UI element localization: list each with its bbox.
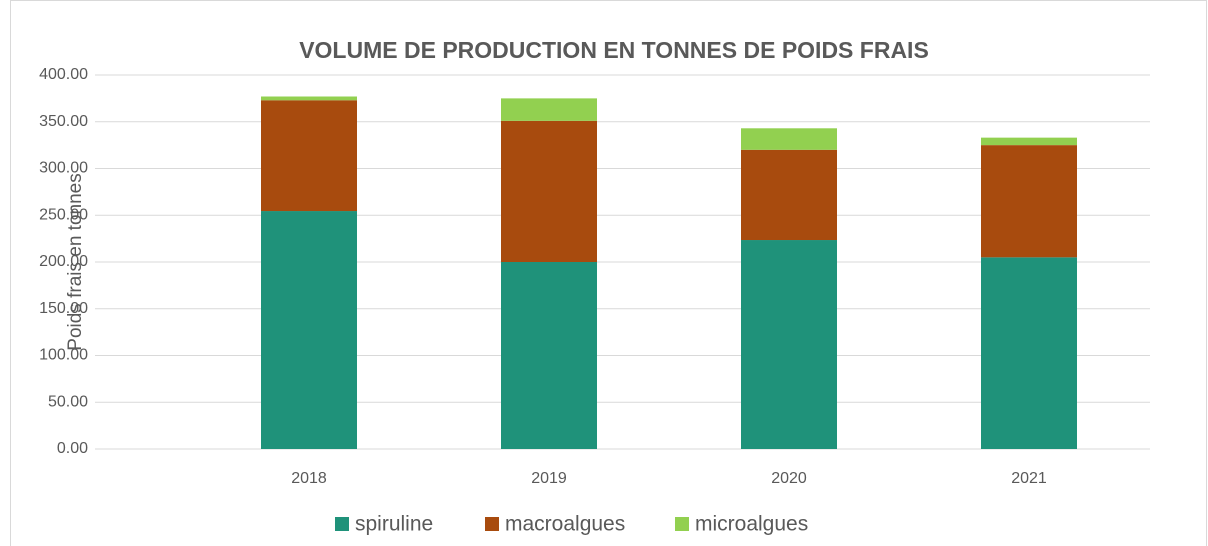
y-tick-label: 250.00 xyxy=(39,206,88,223)
y-tick-label: 50.00 xyxy=(48,393,88,410)
legend-swatch xyxy=(675,517,689,531)
x-tick-label: 2020 xyxy=(771,470,807,487)
y-tick-label: 100.00 xyxy=(39,347,88,364)
y-tick-label: 300.00 xyxy=(39,160,88,177)
x-tick-label: 2021 xyxy=(1011,470,1047,487)
bar-segment xyxy=(501,120,597,262)
x-tick-label: 2019 xyxy=(531,470,567,487)
legend-swatch xyxy=(335,517,349,531)
y-tick-label: 350.00 xyxy=(39,113,88,130)
y-tick-label: 200.00 xyxy=(39,253,88,270)
bar-segment xyxy=(741,240,837,449)
bar-segment xyxy=(741,128,837,150)
y-tick-label: 0.00 xyxy=(57,440,88,457)
legend-swatch xyxy=(485,517,499,531)
bar-segment xyxy=(501,98,597,121)
bar-segment xyxy=(501,262,597,449)
x-tick-label: 2018 xyxy=(291,470,327,487)
legend-label: macroalgues xyxy=(505,513,625,536)
bar-segment xyxy=(981,257,1077,449)
bar-segment xyxy=(261,100,357,212)
legend-label: microalgues xyxy=(695,513,808,536)
y-tick-label: 400.00 xyxy=(39,66,88,83)
bar-segment xyxy=(981,145,1077,258)
bar-segment xyxy=(981,137,1077,146)
bar-segment xyxy=(261,211,357,449)
y-tick-label: 150.00 xyxy=(39,300,88,317)
chart-title: VOLUME DE PRODUCTION EN TONNES DE POIDS … xyxy=(299,37,929,63)
y-axis-label: Poids frais en tonnes xyxy=(65,173,86,350)
bar-segment xyxy=(261,96,357,101)
bar-segment xyxy=(741,149,837,241)
legend-label: spiruline xyxy=(355,513,433,536)
